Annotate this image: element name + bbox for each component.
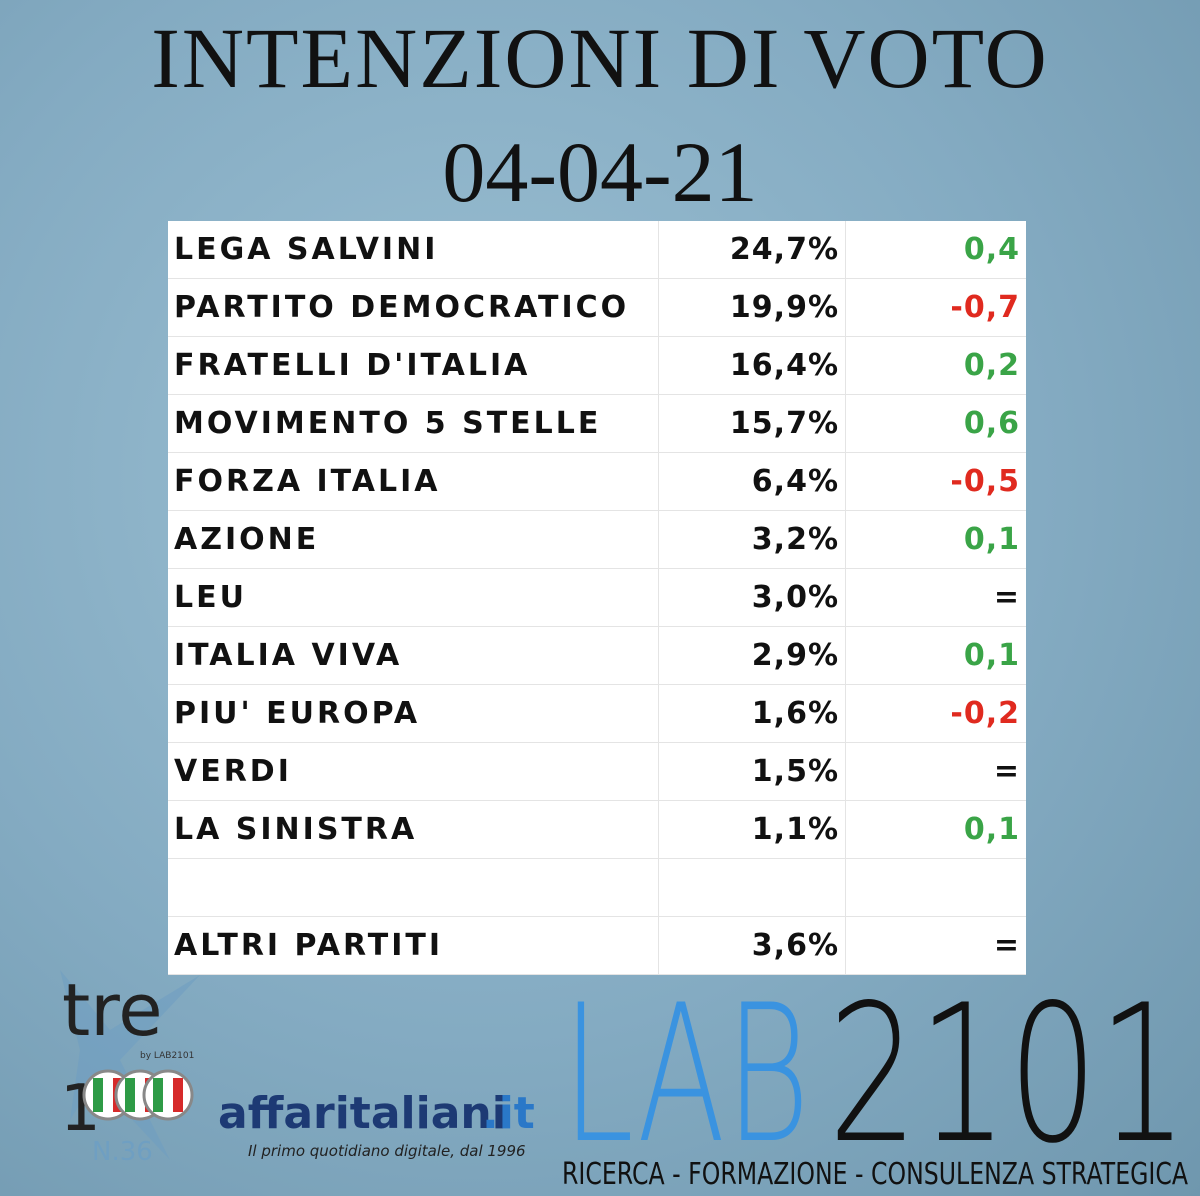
change: 0,1 [845,510,1026,569]
party: PIU' EUROPA [168,684,659,743]
share: 19,9% [658,278,846,337]
party: LA SINISTRA [168,800,659,859]
party: ITALIA VIVA [168,626,659,685]
share: 6,4% [658,452,846,511]
share: 3,6% [658,916,846,975]
change: 0,6 [845,394,1026,453]
party: LEGA SALVINI [168,221,659,279]
affari-name: affaritaliani [218,1088,507,1139]
poll-table: LEGA SALVINI 24,7% 0,4 PARTITO DEMOCRATICO 1… [168,221,1026,975]
party: PARTITO DEMOCRATICO [168,278,659,337]
table-row: PIU' EUROPA 1,6% -0,2 [168,684,1026,743]
tre-issue: N.36 [92,1137,153,1167]
table-row: MOVIMENTO 5 STELLE 15,7% 0,6 [168,394,1026,453]
table-row: VERDI 1,5% = [168,742,1026,801]
change: 0,2 [845,336,1026,395]
change: = [845,742,1026,801]
empty-cell [845,858,1026,917]
table-row: ALTRI PARTITI 3,6% = [168,916,1026,975]
share: 15,7% [658,394,846,453]
affari-tagline: Il primo quotidiano digitale, dal 1996 [248,1142,526,1160]
share: 24,7% [658,221,846,279]
change: -0,7 [845,278,1026,337]
party: VERDI [168,742,659,801]
party: ALTRI PARTITI [168,916,659,975]
share: 2,9% [658,626,846,685]
party: MOVIMENTO 5 STELLE [168,394,659,453]
share: 3,0% [658,568,846,627]
change: = [845,568,1026,627]
table-row: FORZA ITALIA 6,4% -0,5 [168,452,1026,511]
table-row: LEU 3,0% = [168,568,1026,627]
lab-digits: 2101 [828,970,1188,1185]
spacer-row [168,858,1026,917]
empty-cell [658,858,846,917]
party: FRATELLI D'ITALIA [168,336,659,395]
table-row: LA SINISTRA 1,1% 0,1 [168,800,1026,859]
change: 0,1 [845,800,1026,859]
party: AZIONE [168,510,659,569]
change: = [845,916,1026,975]
lab-letters: LAB [562,970,810,1185]
party: FORZA ITALIA [168,452,659,511]
party: LEU [168,568,659,627]
tre-x [60,970,200,1160]
flag-circles [82,1069,194,1121]
change: -0,2 [845,684,1026,743]
lab-tagline: RICERCA - FORMAZIONE - CONSULENZA STRATE… [562,1157,1188,1192]
empty-cell [168,858,659,917]
logos: tre by LAB2101 1 N.36 affaritaliani .it … [60,970,1188,1192]
change: 0,4 [845,221,1026,279]
share: 16,4% [658,336,846,395]
share: 1,6% [658,684,846,743]
change: 0,1 [845,626,1026,685]
share: 3,2% [658,510,846,569]
table-row: AZIONE 3,2% 0,1 [168,510,1026,569]
change: -0,5 [845,452,1026,511]
table-row: ITALIA VIVA 2,9% 0,1 [168,626,1026,685]
date: 04-04-21 [442,124,758,220]
table-row: LEGA SALVINI 24,7% 0,4 [168,221,1026,279]
title: INTENZIONI DI VOTO [151,10,1049,106]
share: 1,5% [658,742,846,801]
share: 1,1% [658,800,846,859]
table-row: FRATELLI D'ITALIA 16,4% 0,2 [168,336,1026,395]
table-row: PARTITO DEMOCRATICO 19,9% -0,7 [168,278,1026,337]
tre-by: by LAB2101 [140,1051,194,1061]
tre-text: tre [62,970,163,1052]
affari-domain: .it [482,1088,535,1139]
